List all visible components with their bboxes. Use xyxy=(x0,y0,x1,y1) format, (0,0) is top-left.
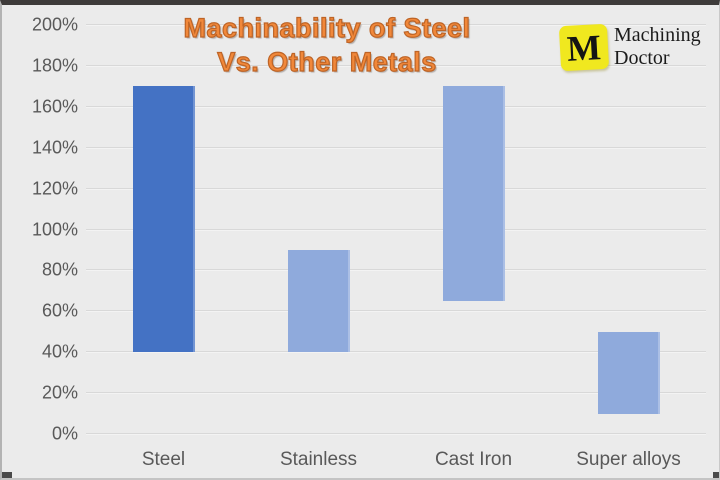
photo-frame-corner xyxy=(2,472,12,478)
logo-wordmark-line2: Doctor xyxy=(614,47,670,69)
gridline-120 xyxy=(86,187,706,190)
x-tick-label-cast-iron: Cast Iron xyxy=(434,449,513,470)
y-tick-label-40: 40% xyxy=(41,341,78,362)
x-axis-labels: Steel Stainless Cast Iron Super alloys xyxy=(86,449,706,477)
y-tick-label-80: 80% xyxy=(41,259,78,280)
logo-wordmark: Machining Doctor xyxy=(614,24,701,70)
x-tick-label-steel: Steel xyxy=(141,449,186,470)
gridline-40 xyxy=(86,351,706,354)
plot-area xyxy=(86,24,706,435)
gridline-180 xyxy=(86,64,706,67)
y-tick-label-140: 140% xyxy=(31,137,78,158)
gridline-20 xyxy=(86,392,706,395)
chart-title: Machinability of Steel Vs. Other Metals xyxy=(142,11,512,79)
bar-stainless xyxy=(287,249,350,353)
gridline-0 xyxy=(86,433,706,435)
y-tick-label-120: 120% xyxy=(31,178,78,199)
y-tick-label-60: 60% xyxy=(41,300,78,321)
machining-doctor-logo: M Machining Doctor xyxy=(558,23,708,75)
x-tick-label-stainless: Stainless xyxy=(279,449,358,470)
gridline-160 xyxy=(86,105,706,108)
chart-title-line1: Machinability of Steel xyxy=(183,12,471,43)
y-tick-label-200: 200% xyxy=(31,14,78,35)
logo-monogram-badge: M xyxy=(558,23,610,72)
y-tick-label-100: 100% xyxy=(31,219,78,239)
gridline-80 xyxy=(86,269,706,272)
photo-frame-corner xyxy=(713,472,719,478)
x-tick-label-super-alloys: Super alloys xyxy=(576,449,681,470)
gridline-100 xyxy=(86,228,706,231)
gridline-140 xyxy=(86,146,706,149)
y-tick-label-20: 20% xyxy=(41,382,78,403)
bar-steel xyxy=(132,86,195,353)
y-tick-label-0: 0% xyxy=(51,423,78,444)
y-tick-label-180: 180% xyxy=(31,55,78,76)
gridline-200 xyxy=(86,24,706,26)
gridline-60 xyxy=(86,310,706,313)
bar-super-alloys xyxy=(597,331,660,414)
logo-m-icon: M xyxy=(565,26,603,69)
bar-cast-iron xyxy=(442,86,505,302)
chart-title-line2: Vs. Other Metals xyxy=(217,46,437,77)
logo-wordmark-line1: Machining xyxy=(614,24,701,46)
y-tick-label-160: 160% xyxy=(31,96,78,117)
